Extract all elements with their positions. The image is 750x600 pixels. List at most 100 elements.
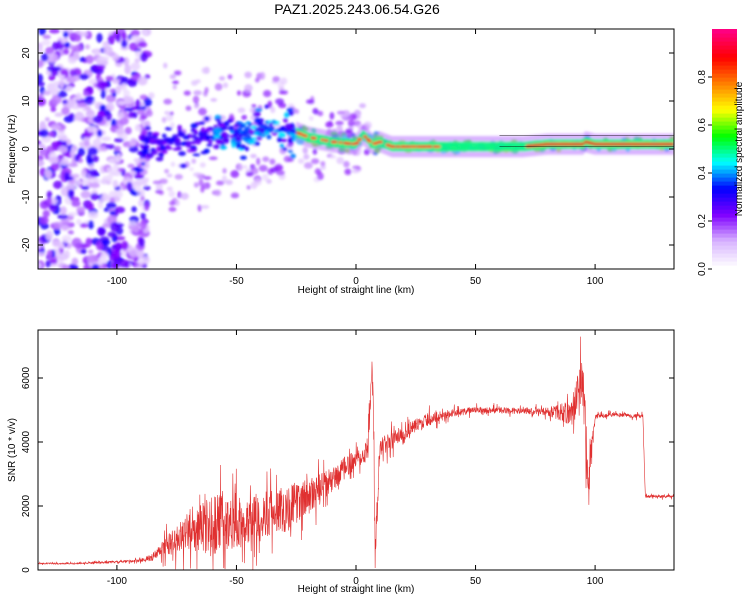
snr-y-tick-label: 2000 xyxy=(21,494,32,517)
spectrogram-blob xyxy=(174,199,180,207)
spectrogram-blob xyxy=(329,154,337,159)
chart-title: PAZ1.2025.243.06.54.G26 xyxy=(274,1,440,17)
spectrogram-blob xyxy=(106,260,114,269)
colorbar-segment xyxy=(712,249,737,254)
colorbar-segment xyxy=(712,65,737,70)
spectrogram-blob xyxy=(44,169,52,179)
spectrogram-blob xyxy=(195,79,201,84)
spectrogram-blob xyxy=(185,105,192,111)
spectrogram-blob xyxy=(101,136,112,142)
spectrogram-blob xyxy=(58,79,65,89)
spectrogram-blob xyxy=(268,122,273,127)
spectrogram-blob xyxy=(51,94,62,105)
spectrogram-x-tick-label: 100 xyxy=(587,276,604,287)
spectrogram-peak xyxy=(357,138,362,142)
spectrogram-blob xyxy=(259,133,266,138)
spectrogram-blob xyxy=(180,141,187,146)
spectrogram-blob xyxy=(163,98,172,105)
spectrogram-blob xyxy=(150,134,158,140)
colorbar-segment xyxy=(712,61,737,66)
spectrogram-blob xyxy=(130,75,139,80)
spectrogram-blob xyxy=(161,116,167,123)
colorbar-segment xyxy=(712,265,737,270)
spectrogram-blob xyxy=(52,85,60,95)
spectrogram-blob xyxy=(214,118,221,122)
spectrogram-blob xyxy=(99,104,107,111)
colorbar-tick-label: 0.8 xyxy=(697,70,708,84)
spectrogram-blob xyxy=(302,146,308,154)
spectrogram-blob xyxy=(239,124,246,128)
spectrogram-blob xyxy=(100,252,109,258)
spectrogram-blob xyxy=(231,142,236,148)
spectrogram-blob xyxy=(72,179,82,186)
spectrogram-blob xyxy=(308,115,314,121)
spectrogram-blob xyxy=(101,239,111,246)
colorbar-segment xyxy=(712,261,737,266)
spectrogram-blob xyxy=(213,144,220,150)
spectrogram-blob xyxy=(356,114,362,120)
spectrogram-blob xyxy=(241,130,247,136)
spectrogram-blob xyxy=(87,211,99,219)
spectrogram-blob xyxy=(115,33,121,43)
spectrogram-blob xyxy=(173,70,182,76)
spectrogram-blob xyxy=(219,145,228,150)
spectrogram-blob xyxy=(87,147,99,156)
colorbar-segment xyxy=(712,129,737,134)
colorbar-segment xyxy=(712,109,737,114)
spectrogram-blob xyxy=(105,144,116,150)
spectrogram-blob xyxy=(200,127,206,133)
spectrogram-blob xyxy=(320,161,326,167)
spectrogram-blob xyxy=(199,121,206,125)
spectrogram-blob xyxy=(252,111,261,118)
spectrogram-blob xyxy=(142,185,151,191)
spectrogram-blob xyxy=(80,190,91,199)
spectrogram-blob xyxy=(46,196,52,205)
spectrogram-blob xyxy=(68,113,75,119)
spectrogram-blob xyxy=(205,127,212,133)
spectrogram-blob xyxy=(60,217,70,226)
spectrogram-blob xyxy=(44,117,50,122)
colorbar-segment xyxy=(712,89,737,94)
spectrogram-blob xyxy=(234,136,243,142)
spectrogram-blob xyxy=(67,264,79,269)
spectrogram-blob xyxy=(250,181,258,190)
spectrogram-x-tick-label: 0 xyxy=(353,276,359,287)
spectrogram-blobs xyxy=(38,29,674,269)
spectrogram-peak xyxy=(377,140,382,144)
spectrogram-blob xyxy=(45,230,54,241)
spectrogram-blob xyxy=(78,73,89,80)
colorbar-segment xyxy=(712,73,737,78)
spectrogram-blob xyxy=(222,168,227,174)
spectrogram-blob xyxy=(84,44,91,50)
spectrogram-blob xyxy=(39,200,50,210)
spectrogram-blob xyxy=(80,169,87,178)
colorbar-segment xyxy=(712,173,737,178)
colorbar-segment xyxy=(712,37,737,42)
spectrogram-blob xyxy=(275,98,285,105)
spectrogram-blob xyxy=(258,164,268,172)
spectrogram-blob xyxy=(294,109,300,115)
spectrogram-blob xyxy=(271,132,278,136)
colorbar-segment xyxy=(712,105,737,110)
spectrogram-blob xyxy=(230,170,240,178)
spectrogram-blob xyxy=(107,157,119,164)
spectrogram-blob xyxy=(279,143,285,149)
snr-x-tick-label: -100 xyxy=(107,576,127,587)
spectrogram-blob xyxy=(123,107,134,112)
spectrogram-blob xyxy=(67,211,79,217)
spectrogram-blob xyxy=(46,190,53,199)
spectrogram-blob xyxy=(38,60,44,68)
spectrogram-blob xyxy=(139,144,144,148)
spectrogram-blob xyxy=(111,53,120,62)
colorbar-segment xyxy=(712,233,737,238)
spectrogram-blob xyxy=(92,155,99,163)
spectrogram-blob xyxy=(100,59,109,67)
spectrogram-blob xyxy=(54,112,64,117)
spectrogram-peak xyxy=(395,145,401,149)
spectrogram-blob xyxy=(128,42,139,51)
colorbar-segment xyxy=(712,149,737,154)
spectrogram-blob xyxy=(109,88,116,94)
spectrogram-x-tick-label: -100 xyxy=(107,276,127,287)
spectrogram-peak xyxy=(412,145,418,149)
